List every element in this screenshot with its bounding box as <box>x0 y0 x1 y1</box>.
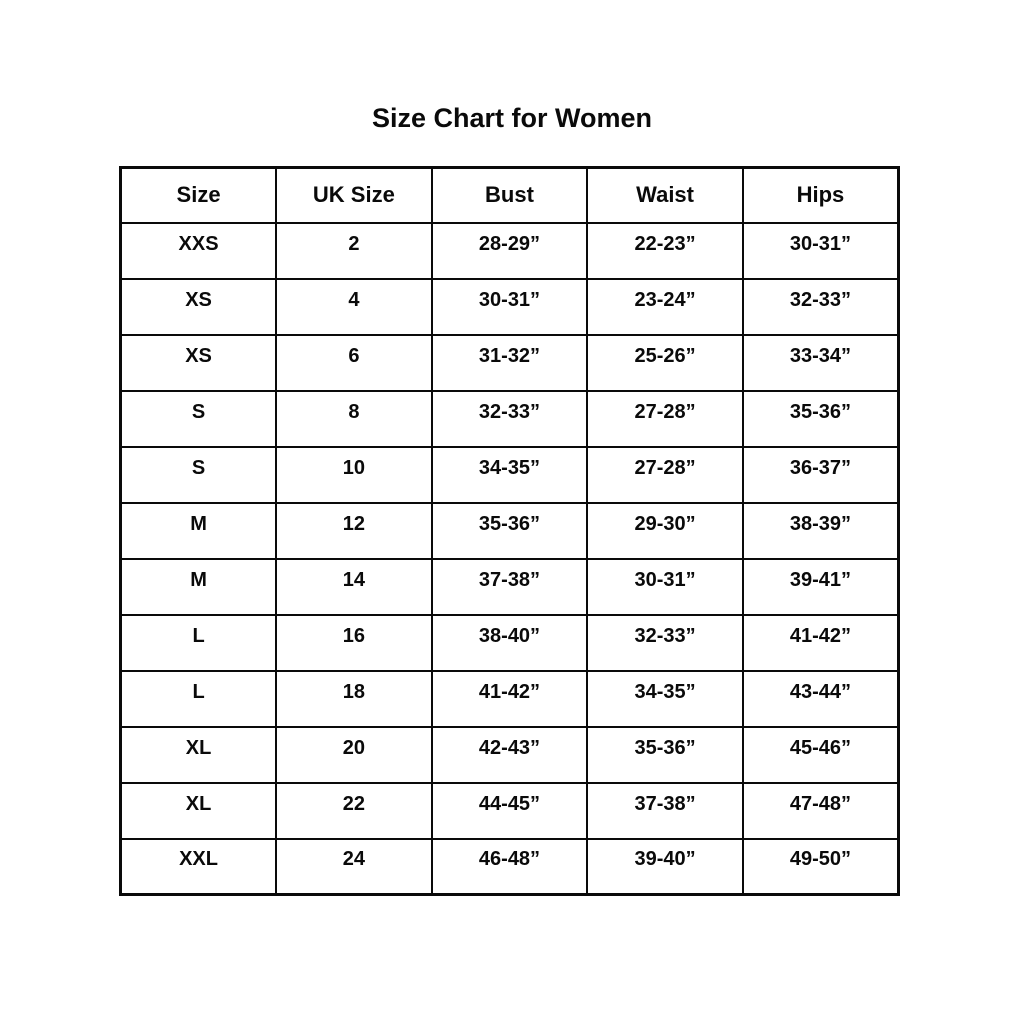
table-cell: L <box>119 669 278 728</box>
table-cell: 39-41” <box>741 557 900 616</box>
table-cell: 2 <box>275 221 433 280</box>
header-row: Size UK Size Bust Waist Hips <box>119 166 900 224</box>
table-cell: 30-31” <box>741 221 900 280</box>
table-cell: 12 <box>275 501 433 560</box>
table-cell: XS <box>119 333 278 392</box>
table-cell: 39-40” <box>586 837 744 896</box>
table-cell: 41-42” <box>741 613 900 672</box>
table-cell: XL <box>119 725 278 784</box>
table-cell: 32-33” <box>586 613 744 672</box>
table-cell: 36-37” <box>741 445 900 504</box>
table-cell: 37-38” <box>430 557 589 616</box>
header-cell-bust: Bust <box>430 166 589 224</box>
table-cell: 35-36” <box>586 725 744 784</box>
table-row: XXS 2 28-29” 22-23” 30-31” <box>119 221 900 280</box>
table-cell: 6 <box>275 333 433 392</box>
table-cell: 49-50” <box>741 837 900 896</box>
table-cell: 16 <box>275 613 433 672</box>
table-cell: XXL <box>119 837 278 896</box>
table-cell: M <box>119 557 278 616</box>
header-cell-waist: Waist <box>586 166 744 224</box>
table-cell: 10 <box>275 445 433 504</box>
table-cell: 22 <box>275 781 433 840</box>
header-cell-uk-size: UK Size <box>275 166 433 224</box>
table-cell: S <box>119 389 278 448</box>
header-cell-size: Size <box>119 166 278 224</box>
table-cell: 45-46” <box>741 725 900 784</box>
table-row: XXL 24 46-48” 39-40” 49-50” <box>119 837 900 896</box>
table-row: XL 22 44-45” 37-38” 47-48” <box>119 781 900 840</box>
table-cell: 4 <box>275 277 433 336</box>
table-cell: 31-32” <box>430 333 589 392</box>
table-cell: 30-31” <box>430 277 589 336</box>
table-cell: 47-48” <box>741 781 900 840</box>
table-cell: 25-26” <box>586 333 744 392</box>
table-row: L 16 38-40” 32-33” 41-42” <box>119 613 900 672</box>
table-cell: 37-38” <box>586 781 744 840</box>
header-cell-hips: Hips <box>741 166 900 224</box>
table-cell: 22-23” <box>586 221 744 280</box>
table-cell: 27-28” <box>586 445 744 504</box>
table-cell: S <box>119 445 278 504</box>
size-chart-table: Size UK Size Bust Waist Hips XXS 2 28-29” 22-23… <box>119 166 900 896</box>
table-cell: 32-33” <box>741 277 900 336</box>
table-cell: 35-36” <box>430 501 589 560</box>
table-cell: 38-40” <box>430 613 589 672</box>
table-cell: 42-43” <box>430 725 589 784</box>
table-row: S 8 32-33” 27-28” 35-36” <box>119 389 900 448</box>
table-cell: 46-48” <box>430 837 589 896</box>
table-cell: 30-31” <box>586 557 744 616</box>
table-cell: XL <box>119 781 278 840</box>
table-cell: 32-33” <box>430 389 589 448</box>
table-row: M 14 37-38” 30-31” 39-41” <box>119 557 900 616</box>
size-chart-body: XXS 2 28-29” 22-23” 30-31” XS 4 30-31” 23-24” 32-… <box>119 221 900 896</box>
table-cell: 28-29” <box>430 221 589 280</box>
table-cell: 20 <box>275 725 433 784</box>
table-cell: 8 <box>275 389 433 448</box>
table-cell: 33-34” <box>741 333 900 392</box>
size-chart-header: Size UK Size Bust Waist Hips <box>119 166 900 224</box>
table-cell: 41-42” <box>430 669 589 728</box>
table-cell: 14 <box>275 557 433 616</box>
table-cell: XS <box>119 277 278 336</box>
table-cell: 43-44” <box>741 669 900 728</box>
table-cell: 34-35” <box>430 445 589 504</box>
table-cell: 38-39” <box>741 501 900 560</box>
table-cell: 18 <box>275 669 433 728</box>
table-row: XL 20 42-43” 35-36” 45-46” <box>119 725 900 784</box>
table-cell: 24 <box>275 837 433 896</box>
table-cell: L <box>119 613 278 672</box>
page-title: Size Chart for Women <box>371 103 653 133</box>
table-row: XS 4 30-31” 23-24” 32-33” <box>119 277 900 336</box>
table-row: L 18 41-42” 34-35” 43-44” <box>119 669 900 728</box>
table-cell: 29-30” <box>586 501 744 560</box>
table-cell: 34-35” <box>586 669 744 728</box>
table-cell: XXS <box>119 221 278 280</box>
table-cell: 44-45” <box>430 781 589 840</box>
table-row: XS 6 31-32” 25-26” 33-34” <box>119 333 900 392</box>
table-cell: M <box>119 501 278 560</box>
table-row: S 10 34-35” 27-28” 36-37” <box>119 445 900 504</box>
table-row: M 12 35-36” 29-30” 38-39” <box>119 501 900 560</box>
table-cell: 23-24” <box>586 277 744 336</box>
table-cell: 27-28” <box>586 389 744 448</box>
table-cell: 35-36” <box>741 389 900 448</box>
